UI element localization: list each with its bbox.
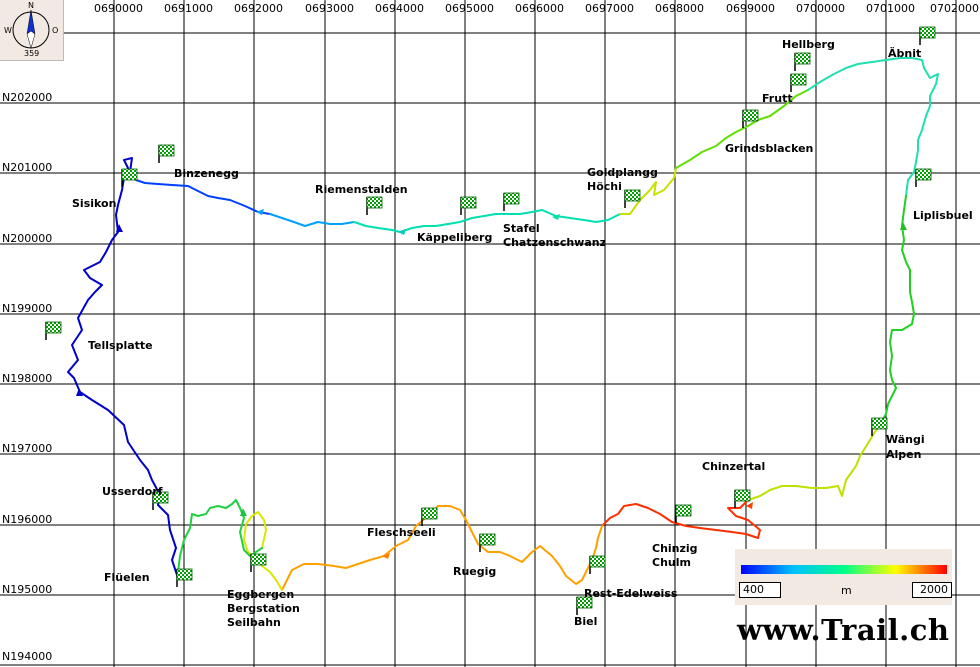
waypoint-flag-icon[interactable] <box>460 196 477 215</box>
elevation-color-bar <box>741 565 947 574</box>
easting-label: 0690000 <box>94 2 143 15</box>
legend-min-value: 400 <box>739 582 781 598</box>
northing-label: N202000 <box>2 91 52 104</box>
northing-label: N199000 <box>2 302 52 315</box>
northing-label: N197000 <box>2 442 52 455</box>
waypoint-labels: Binzenegg Sisikon Riemenstalden Käppelib… <box>72 38 973 629</box>
easting-label: 0702000 <box>930 2 979 15</box>
waypoint-flags <box>45 26 936 615</box>
waypoint-flag-icon[interactable] <box>624 189 641 208</box>
waypoint-label-chinzig: Chinzig <box>652 542 698 555</box>
northing-label: N201000 <box>2 161 52 174</box>
easting-label: 0700000 <box>796 2 845 15</box>
easting-label: 0693000 <box>305 2 354 15</box>
waypoint-label-chulm: Chulm <box>652 556 691 569</box>
compass-bearing: 359 <box>24 49 39 58</box>
waypoint-flag-icon[interactable] <box>871 417 888 436</box>
easting-label: 0694000 <box>375 2 424 15</box>
waypoint-flag-icon[interactable] <box>919 26 936 45</box>
waypoint-label-binzenegg: Binzenegg <box>174 167 239 180</box>
waypoint-flag-icon[interactable] <box>675 504 692 523</box>
waypoint-label-goldplangg: Goldplangg <box>587 166 658 179</box>
waypoint-flag-icon[interactable] <box>915 168 932 187</box>
waypoint-flag-icon[interactable] <box>794 52 811 71</box>
northing-label: N198000 <box>2 372 52 385</box>
waypoint-flag-icon[interactable] <box>366 196 383 215</box>
northing-label: N200000 <box>2 232 52 245</box>
waypoint-label-riemenstalden: Riemenstalden <box>315 183 408 196</box>
waypoint-label-hoechi: Höchi <box>587 180 622 193</box>
waypoint-flag-icon[interactable] <box>421 507 438 526</box>
elevation-legend: 400 m 2000 <box>735 549 952 605</box>
waypoint-label-sisikon: Sisikon <box>72 197 116 210</box>
waypoint-label-frutt: Frutt <box>762 92 793 105</box>
easting-label: 0701000 <box>866 2 915 15</box>
waypoint-flag-icon[interactable] <box>734 489 751 508</box>
waypoint-flag-icon[interactable] <box>176 568 193 587</box>
compass-west: W <box>4 26 12 35</box>
waypoint-label-aebnit: Äbnit <box>888 46 921 60</box>
waypoint-label-tellsplatte: Tellsplatte <box>88 339 153 352</box>
waypoint-flag-icon[interactable] <box>742 109 759 128</box>
waypoint-label-eggbergen: Eggbergen <box>227 588 294 601</box>
waypoint-flag-icon[interactable] <box>45 321 62 340</box>
compass-rose[interactable]: N W O 359 <box>0 0 64 61</box>
waypoint-flag-icon[interactable] <box>503 192 520 211</box>
easting-label: 0695000 <box>445 2 494 15</box>
legend-unit: m <box>841 584 852 597</box>
easting-label: 0697000 <box>585 2 634 15</box>
easting-label: 0699000 <box>726 2 775 15</box>
waypoint-flag-icon[interactable] <box>121 168 138 187</box>
easting-label: 0691000 <box>164 2 213 15</box>
northing-label: N194000 <box>2 650 52 663</box>
waypoint-flag-icon[interactable] <box>790 73 807 92</box>
waypoint-label-chatzenschwanz: Chatzenschwanz <box>503 236 606 249</box>
waypoint-flag-icon[interactable] <box>576 596 593 615</box>
waypoint-label-kaeppeliberg: Käppeliberg <box>417 231 492 244</box>
waypoint-label-usserdorf: Usserdorf <box>102 485 163 498</box>
easting-label: 0698000 <box>655 2 704 15</box>
waypoint-label-liplisbuel: Liplisbuel <box>913 209 973 222</box>
easting-label: 0692000 <box>234 2 283 15</box>
compass-east: O <box>52 26 58 35</box>
waypoint-flag-icon[interactable] <box>158 144 175 163</box>
waypoint-label-flueelen: Flüelen <box>104 571 150 584</box>
northing-label: N195000 <box>2 583 52 596</box>
legend-max-value: 2000 <box>912 582 952 598</box>
waypoint-flag-icon[interactable] <box>250 553 267 572</box>
track-direction-markers <box>76 209 907 559</box>
waypoint-flag-icon[interactable] <box>479 533 496 552</box>
waypoint-label-grindsblacken: Grindsblacken <box>725 142 813 155</box>
waypoint-label-biel: Biel <box>574 615 597 628</box>
gps-track <box>67 57 939 591</box>
compass-icon: N W O 359 <box>4 1 58 58</box>
easting-labels: 0690000 0691000 0692000 0693000 0694000 … <box>94 2 979 15</box>
northing-label: N196000 <box>2 513 52 526</box>
waypoint-label-stafel: Stafel <box>503 222 540 235</box>
waypoint-label-chinzertal: Chinzertal <box>702 460 765 473</box>
waypoint-label-waengi: Wängi <box>886 433 925 446</box>
waypoint-label-rest-edelweiss: Rest-Edelweiss <box>584 587 678 600</box>
easting-label: 0696000 <box>515 2 564 15</box>
northing-labels: N202000 N201000 N200000 N199000 N198000 … <box>2 91 52 663</box>
waypoint-label-ruegig: Ruegig <box>453 565 496 578</box>
waypoint-label-seilbahn: Seilbahn <box>227 616 281 629</box>
watermark: www.Trail.ch <box>737 613 950 647</box>
waypoint-label-alpen: Alpen <box>886 448 921 461</box>
waypoint-flag-icon[interactable] <box>152 491 169 510</box>
compass-north: N <box>28 1 34 10</box>
waypoint-flag-icon[interactable] <box>589 555 606 574</box>
waypoint-label-bergstation: Bergstation <box>227 602 300 615</box>
waypoint-label-fleschseeli: Fleschseeli <box>367 526 436 539</box>
waypoint-label-hellberg: Hellberg <box>782 38 835 51</box>
